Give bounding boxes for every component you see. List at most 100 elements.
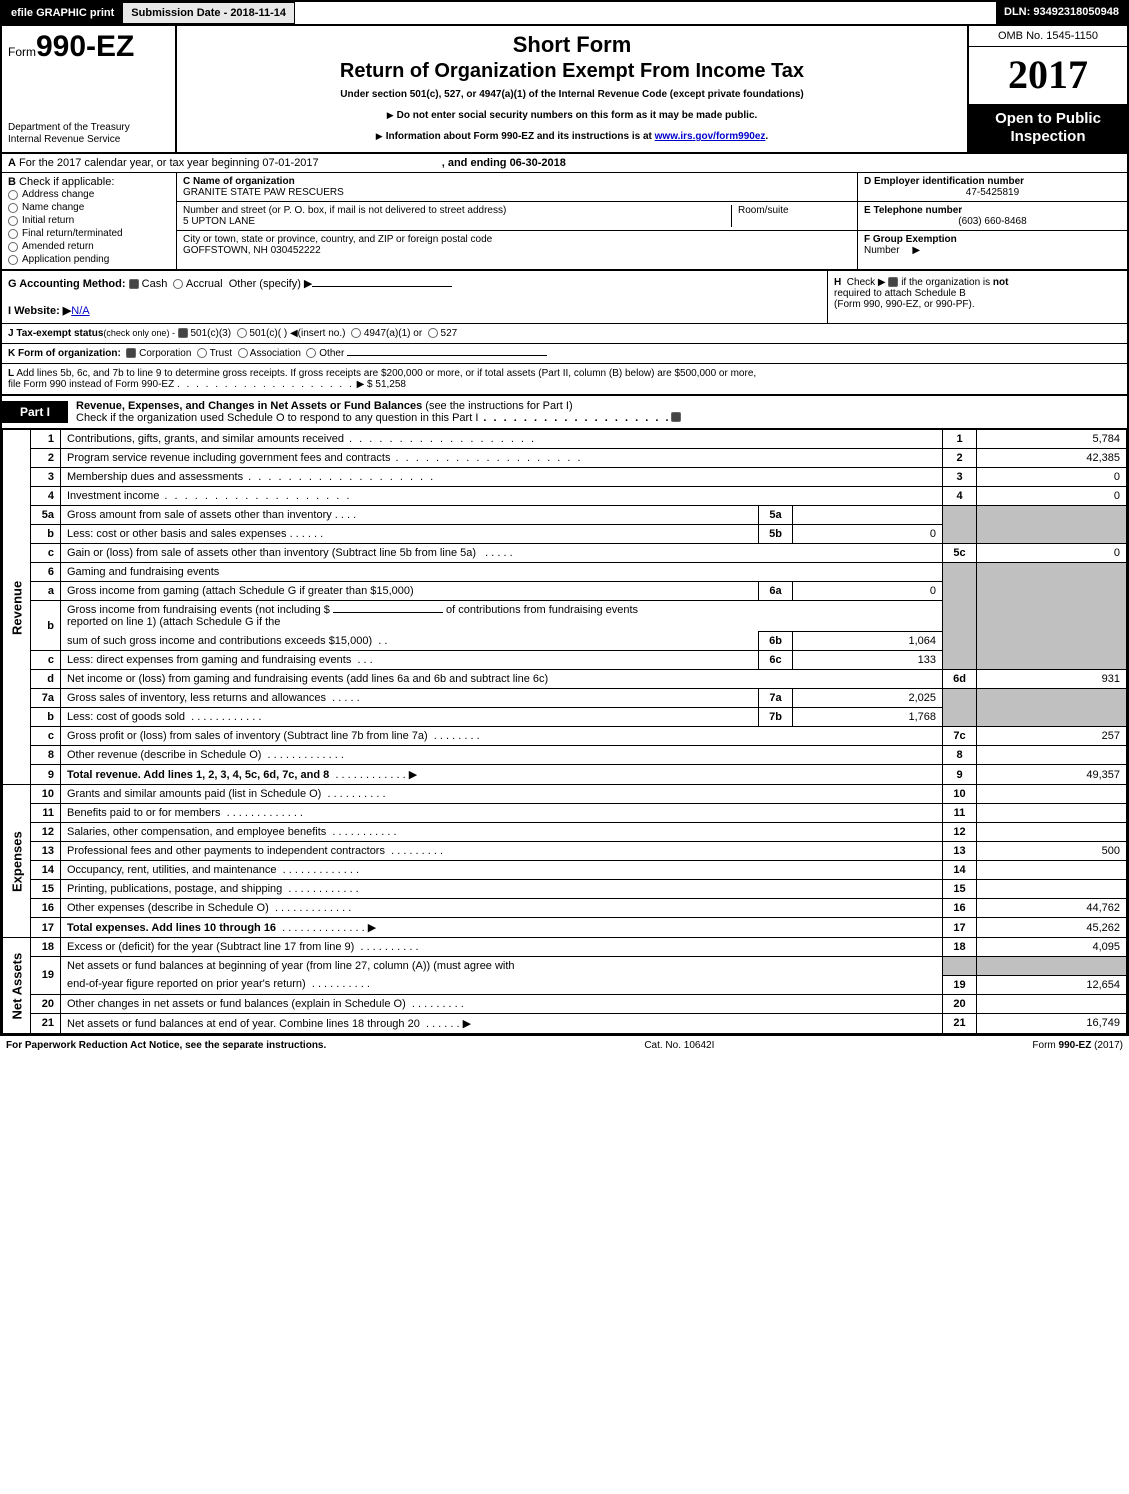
chk-527[interactable]: [428, 328, 438, 338]
chk-name-change[interactable]: Name change: [8, 201, 170, 214]
chk-association[interactable]: [238, 348, 248, 358]
website-value[interactable]: N/A: [71, 305, 89, 317]
row-k: K Form of organization: Corporation Trus…: [2, 344, 1127, 364]
arrow-icon: ▶: [357, 379, 365, 390]
h-not: not: [993, 277, 1009, 288]
opt-accrual: Accrual: [186, 278, 223, 290]
val-21: 16,749: [977, 1013, 1127, 1033]
opt-527: 527: [441, 328, 458, 339]
line-13: 13 Professional fees and other payments …: [3, 842, 1127, 861]
num-19: 19: [943, 975, 977, 994]
warning-ssn: Do not enter social security numbers on …: [187, 110, 957, 121]
desc-21: Net assets or fund balances at end of ye…: [67, 1018, 420, 1030]
label-addr: Number and street (or P. O. box, if mail…: [183, 205, 731, 216]
ln-4: 4: [31, 487, 61, 506]
part-i-table: Revenue 1 Contributions, gifts, grants, …: [2, 429, 1127, 1034]
chk-amended-return[interactable]: Amended return: [8, 240, 170, 253]
val-6d: 931: [977, 670, 1127, 689]
chk-address-change[interactable]: Address change: [8, 188, 170, 201]
val-11: [977, 804, 1127, 823]
mini-val-6b: 1,064: [793, 632, 943, 651]
num-16: 16: [943, 899, 977, 918]
desc-9: Total revenue. Add lines 1, 2, 3, 4, 5c,…: [67, 769, 329, 781]
ln-2: 2: [31, 449, 61, 468]
ein-value: 47-5425819: [864, 187, 1121, 198]
other-specify-input[interactable]: [312, 286, 452, 287]
val-4: 0: [977, 487, 1127, 506]
desc-7b: Less: cost of goods sold: [67, 711, 185, 723]
grey-7v: [977, 689, 1127, 727]
footer-cat-no: Cat. No. 10642I: [644, 1040, 714, 1051]
ln-9: 9: [31, 765, 61, 785]
num-6d: 6d: [943, 670, 977, 689]
arrow-icon: [387, 110, 397, 121]
footer-form-prefix: Form: [1032, 1040, 1058, 1051]
num-21: 21: [943, 1013, 977, 1033]
chk-application-pending[interactable]: Application pending: [8, 253, 170, 266]
label-l: L: [8, 368, 14, 379]
part-i-header: Part I Revenue, Expenses, and Changes in…: [2, 396, 1127, 429]
chk-501c[interactable]: [237, 328, 247, 338]
desc-3: Membership dues and assessments: [67, 471, 243, 483]
desc-17: Total expenses. Add lines 10 through 16: [67, 922, 276, 934]
chk-cash[interactable]: [129, 279, 139, 289]
label-b: B: [8, 176, 16, 188]
row-a-text: For the 2017 calendar year, or tax year …: [19, 157, 319, 169]
header-middle: Short Form Return of Organization Exempt…: [177, 26, 967, 152]
grey-19: [943, 957, 977, 976]
open-to-public-box: Open to Public Inspection: [969, 104, 1127, 152]
fundraising-amount-input[interactable]: [333, 612, 443, 613]
opt-association: Association: [250, 348, 301, 359]
phone-value: (603) 660-8468: [864, 216, 1121, 227]
grey-6: [943, 563, 977, 670]
num-18: 18: [943, 938, 977, 957]
mini-ln-7a: 7a: [759, 689, 793, 708]
line-20: 20 Other changes in net assets or fund b…: [3, 994, 1127, 1013]
chk-address-change-label: Address change: [22, 189, 94, 200]
label-f2: Number: [864, 245, 900, 256]
form-number: 990-EZ: [36, 30, 134, 63]
form-prefix: Form: [8, 45, 36, 59]
mini-val-7a: 2,025: [793, 689, 943, 708]
part-i-title-text: Revenue, Expenses, and Changes in Net As…: [76, 400, 422, 412]
chk-final-return[interactable]: Final return/terminated: [8, 227, 170, 240]
val-12: [977, 823, 1127, 842]
grey-5: [943, 506, 977, 544]
chk-schedule-o[interactable]: [671, 412, 681, 422]
val-16: 44,762: [977, 899, 1127, 918]
footer-right: Form 990-EZ (2017): [1032, 1040, 1123, 1051]
l-text2: file Form 990 instead of Form 990-EZ: [8, 379, 174, 390]
top-bar: efile GRAPHIC print Submission Date - 20…: [2, 2, 1127, 26]
h-text4: (Form 990, 990-EZ, or 990-PF).: [834, 299, 975, 310]
num-1: 1: [943, 430, 977, 449]
line-4: 4 Investment income 4 0: [3, 487, 1127, 506]
chk-4947[interactable]: [351, 328, 361, 338]
val-15: [977, 880, 1127, 899]
chk-trust[interactable]: [197, 348, 207, 358]
label-room: Room/suite: [738, 205, 851, 216]
chk-initial-return[interactable]: Initial return: [8, 214, 170, 227]
efile-print-button[interactable]: efile GRAPHIC print: [2, 2, 123, 24]
val-14: [977, 861, 1127, 880]
ln-5c: c: [31, 544, 61, 563]
mini-val-7b: 1,768: [793, 708, 943, 727]
submission-date: Submission Date - 2018-11-14: [123, 2, 295, 24]
other-org-input[interactable]: [347, 355, 547, 356]
open-line2: Inspection: [973, 128, 1123, 146]
line-11: 11 Benefits paid to or for members . . .…: [3, 804, 1127, 823]
line-15: 15 Printing, publications, postage, and …: [3, 880, 1127, 899]
chk-501c3[interactable]: [178, 328, 188, 338]
line-7a: 7a Gross sales of inventory, less return…: [3, 689, 1127, 708]
chk-h[interactable]: [888, 277, 898, 287]
side-netassets: Net Assets: [3, 938, 31, 1034]
desc-6b-1: Gross income from fundraising events (no…: [67, 604, 330, 616]
chk-other-org[interactable]: [306, 348, 316, 358]
chk-accrual[interactable]: [173, 279, 183, 289]
opt-corporation: Corporation: [139, 348, 191, 359]
chk-corporation[interactable]: [126, 348, 136, 358]
h-check: Check ▶: [847, 277, 886, 288]
desc-14: Occupancy, rent, utilities, and maintena…: [67, 864, 277, 876]
irs-link[interactable]: www.irs.gov/form990ez: [655, 131, 766, 142]
ln-6c: c: [31, 651, 61, 670]
val-8: [977, 746, 1127, 765]
